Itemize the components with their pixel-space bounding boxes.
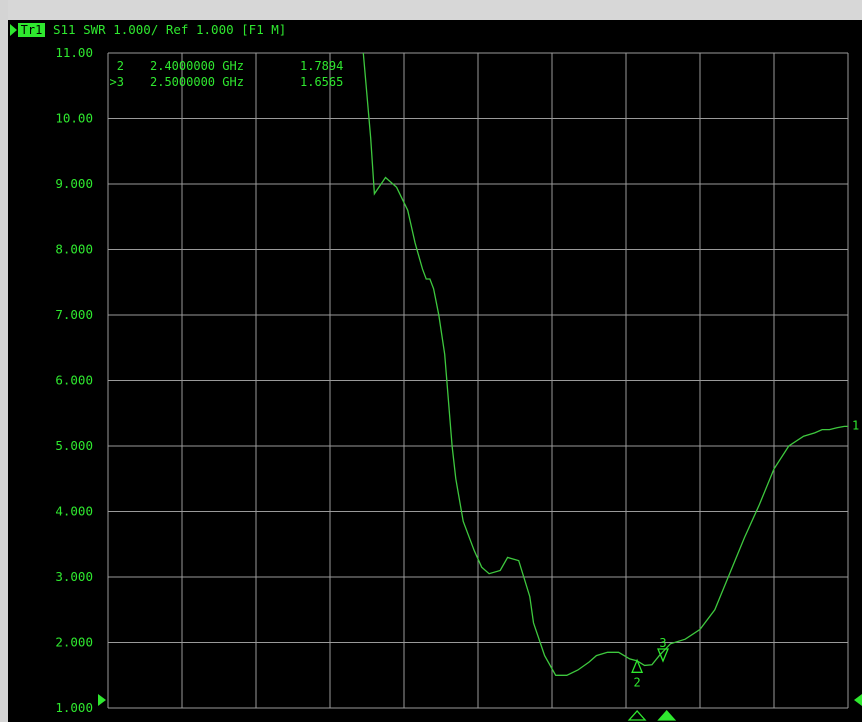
y-tick-label: 7.000 <box>55 307 93 322</box>
chart-background <box>8 20 862 722</box>
trace-badge[interactable]: Tr1 <box>21 23 43 37</box>
marker-table-id: 2 <box>117 59 124 73</box>
y-tick-label: 1.000 <box>55 700 93 715</box>
y-tick-label: 11.00 <box>55 45 93 60</box>
y-tick-label: 8.000 <box>55 242 93 257</box>
y-tick-label: 2.000 <box>55 635 93 650</box>
y-tick-label: 10.00 <box>55 111 93 126</box>
y-tick-label: 4.000 <box>55 504 93 519</box>
marker-table-value: 1.6565 <box>300 75 343 89</box>
y-tick-label: 6.000 <box>55 373 93 388</box>
y-tick-label: 3.000 <box>55 569 93 584</box>
marker-table-freq: 2.5000000 GHz <box>150 75 244 89</box>
y-tick-label: 5.000 <box>55 438 93 453</box>
marker-2-label[interactable]: 2 <box>633 675 640 689</box>
measurement-header: S11 SWR 1.000/ Ref 1.000 [F1 M] <box>53 22 286 37</box>
marker-3-label[interactable]: 3 <box>659 636 666 650</box>
marker-table-id: >3 <box>110 75 124 89</box>
marker-table-value: 1.7894 <box>300 59 343 73</box>
y-tick-label: 9.000 <box>55 176 93 191</box>
marker-table-freq: 2.4000000 GHz <box>150 59 244 73</box>
marker-1-label[interactable]: 1 <box>852 419 859 433</box>
